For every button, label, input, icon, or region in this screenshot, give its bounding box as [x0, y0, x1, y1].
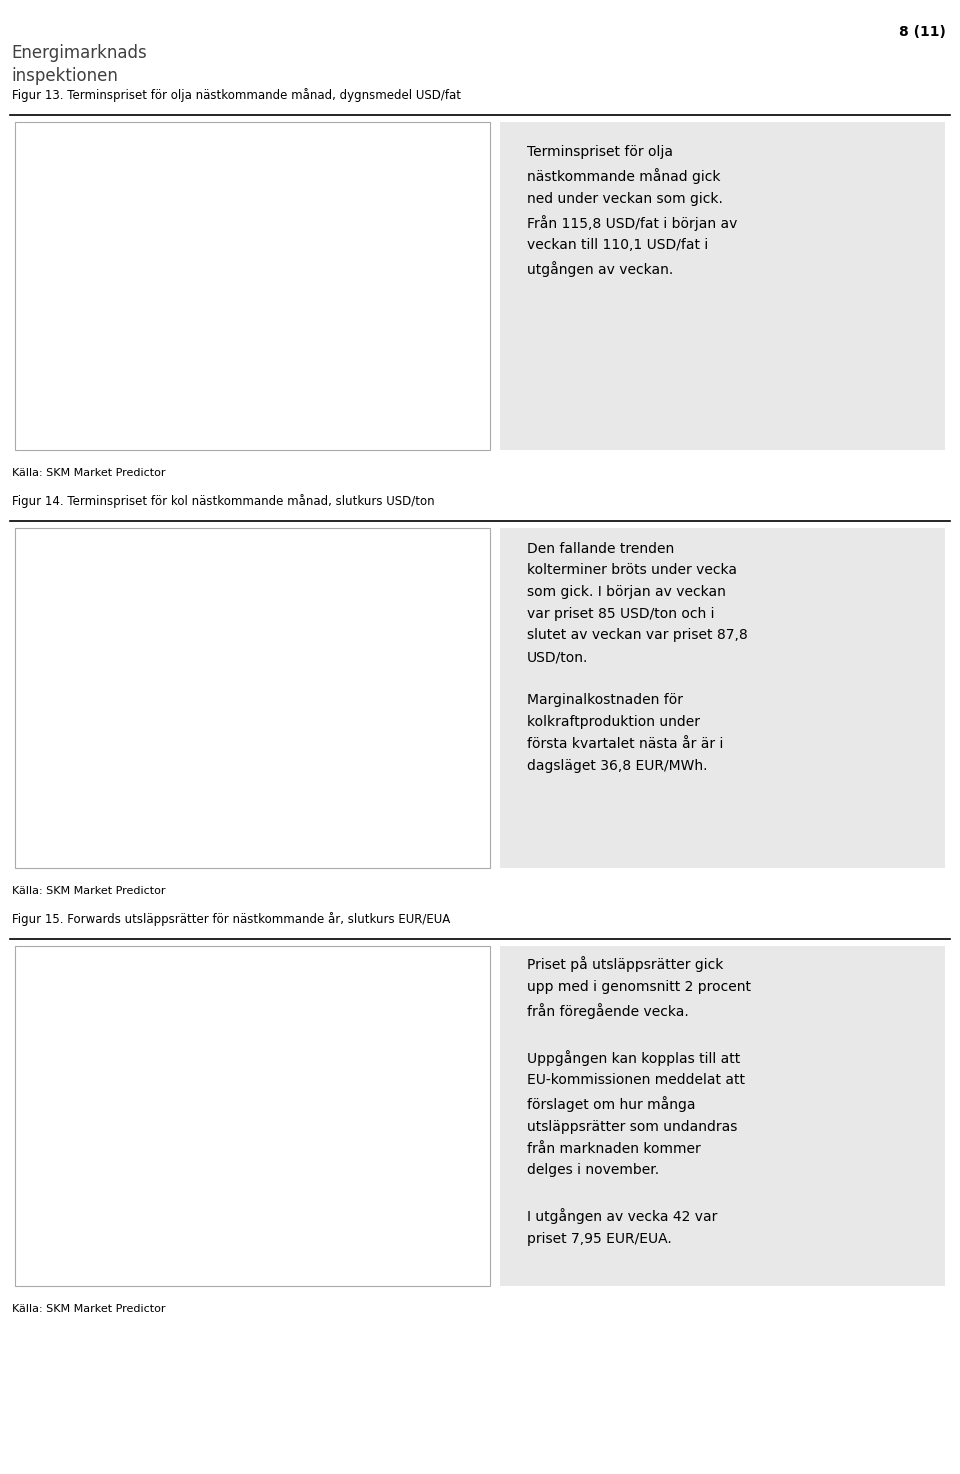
- Text: Priset på utsläppsrätter gick
upp med i genomsnitt 2 procent
från föregående vec: Priset på utsläppsrätter gick upp med i …: [527, 957, 751, 1246]
- Text: Källa: SKM Market Predictor: Källa: SKM Market Predictor: [12, 1304, 165, 1313]
- Text: Figur 13. Terminspriset för olja nästkommande månad, dygnsmedel USD/fat: Figur 13. Terminspriset för olja nästkom…: [12, 88, 461, 102]
- Text: Terminspriset för olja
nästkommande månad gick
ned under veckan som gick.
Från 1: Terminspriset för olja nästkommande måna…: [527, 144, 737, 277]
- Y-axis label: USD/ton: USD/ton: [31, 638, 41, 684]
- Text: Den fallande trenden
kolterminer bröts under vecka
som gick. I början av veckan
: Den fallande trenden kolterminer bröts u…: [527, 541, 748, 772]
- Text: Källa: SKM Market Predictor: Källa: SKM Market Predictor: [12, 469, 165, 478]
- Text: Energimarknads
inspektionen: Energimarknads inspektionen: [12, 44, 147, 85]
- Text: Figur 14. Terminspriset för kol nästkommande månad, slutkurs USD/ton: Figur 14. Terminspriset för kol nästkomm…: [12, 494, 434, 509]
- Y-axis label: EUR/EUA: EUR/EUA: [28, 1054, 37, 1103]
- Text: 8 (11): 8 (11): [899, 25, 946, 38]
- Y-axis label: USD/fat: USD/fat: [25, 230, 35, 273]
- Text: Figur 15. Forwards utsläppsrätter för nästkommande år, slutkurs EUR/EUA: Figur 15. Forwards utsläppsrätter för nä…: [12, 912, 450, 926]
- Text: Källa: SKM Market Predictor: Källa: SKM Market Predictor: [12, 886, 165, 896]
